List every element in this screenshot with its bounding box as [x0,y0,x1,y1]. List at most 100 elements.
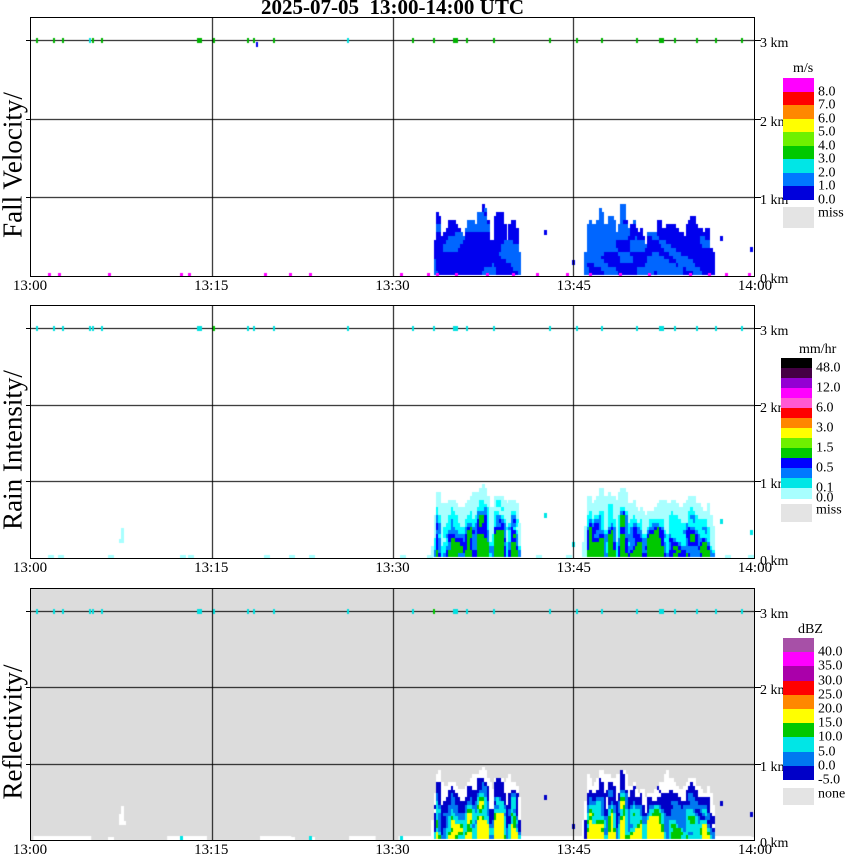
plot-area-reflectivity [30,588,755,841]
legend-color-box [783,723,814,738]
axis-tick [755,119,761,120]
height-label: 0 km [760,836,789,851]
legend-value-label: -5.0 [818,772,841,788]
time-label: 13:15 [194,560,229,576]
legend-value-label: 3.0 [818,151,836,167]
plot-area-fall-velocity [30,17,755,277]
axis-tick [755,611,761,612]
legend-value-label: 25.0 [818,687,843,703]
legend-value-label: 30.0 [818,673,843,689]
y-axis-label-fall-velocity: Fall Velocity/ [0,92,28,238]
legend-color-box [781,488,812,499]
legend-title-dbz: dBZ [798,622,823,637]
legend-value-label: 1.0 [818,178,836,194]
legend-value-label: 5.0 [818,744,836,760]
axis-tick [26,328,30,329]
axis-tick [755,687,761,688]
axis-tick [26,40,30,41]
time-label: 13:15 [194,278,229,294]
legend-color-box [783,91,814,106]
legend-value-label: 0.0 [818,192,836,208]
height-label: 2 km [760,114,789,130]
legend-color-box [783,132,814,147]
legend-value-label: 1.5 [816,440,834,456]
time-label: 13:00 [12,842,48,858]
legend-value-label: 7.0 [818,97,836,113]
legend-color-box [781,468,812,479]
axis-tick [755,197,761,198]
axis-tick [26,611,30,612]
legend-value-label: 6.0 [818,111,836,127]
legend-color-box [783,694,814,710]
axis-tick [26,764,30,765]
axis-tick [755,764,761,765]
legend-color-box [781,448,812,459]
legend-color-box [783,638,814,653]
axis-tick [26,119,30,120]
legend-value-label: 3.0 [816,420,834,436]
legend-color-box [783,737,814,753]
time-label: 13:45 [556,278,591,294]
axis-tick [755,405,761,406]
legend-color-box [781,458,812,469]
time-label: 13:45 [556,560,591,576]
height-label: 3 km [760,607,789,622]
legend-color-box [781,418,812,429]
legend-value-label: 0.0 [818,758,836,774]
legend-color-box [783,159,814,174]
legend-color-box [783,765,814,781]
legend-color-box [783,105,814,120]
legend-value-label: 8.0 [818,84,836,100]
legend-color-box [781,388,812,399]
legend-value-label: 15.0 [818,715,843,731]
heatmap-canvas-rain-intensity [31,306,754,558]
legend-color-box [781,428,812,439]
legend-color-box [781,478,812,489]
figure-title: 2025-07-05 13:00-14:00 UTC [260,0,525,19]
axis-tick [755,481,761,482]
legend-color-box [783,186,814,201]
legend-value-label: 12.0 [816,380,841,396]
legend-miss-box [783,788,814,805]
legend-miss-label: miss [818,205,844,221]
legend-color-box [783,666,814,682]
legend-title-ms: m/s [793,61,814,76]
time-label: 14:00 [737,560,773,576]
legend-miss-box [783,206,814,228]
time-label: 13:45 [556,842,591,858]
axis-tick [26,197,30,198]
axis-tick [755,40,761,41]
time-label: 13:30 [375,278,410,294]
legend-color-box [783,709,814,724]
legend-value-label: 6.0 [816,400,834,416]
legend-color-box [783,118,814,133]
legend-value-label: 35.0 [818,658,843,674]
legend-title-mmhr: mm/hr [799,342,837,357]
height-label: 1 km [760,193,789,209]
legend-color-box [781,438,812,449]
height-label: 1 km [760,759,789,775]
legend-value-label: 10.0 [818,729,843,745]
legend-color-box [781,378,812,389]
legend-color-box [783,145,814,160]
legend-color-box [781,398,812,409]
legend-value-label: 48.0 [816,360,841,376]
legend-value-label: 20.0 [818,701,843,717]
time-label: 14:00 [737,278,773,294]
legend-value-label: 0.5 [816,460,834,476]
height-label: 0 km [760,554,789,569]
axis-tick [26,687,30,688]
height-label: 3 km [760,324,789,339]
plot-area-rain-intensity [30,305,755,559]
legend-value-label: 5.0 [818,124,836,140]
time-label: 13:00 [12,560,48,576]
time-label: 13:30 [375,842,410,858]
time-label: 14:00 [737,842,773,858]
legend-value-label: 40.0 [818,644,843,660]
axis-tick [26,405,30,406]
legend-miss-box [781,504,812,522]
legend-color-box [783,680,814,696]
heatmap-canvas-fall-velocity [31,18,754,276]
axis-tick [26,481,30,482]
